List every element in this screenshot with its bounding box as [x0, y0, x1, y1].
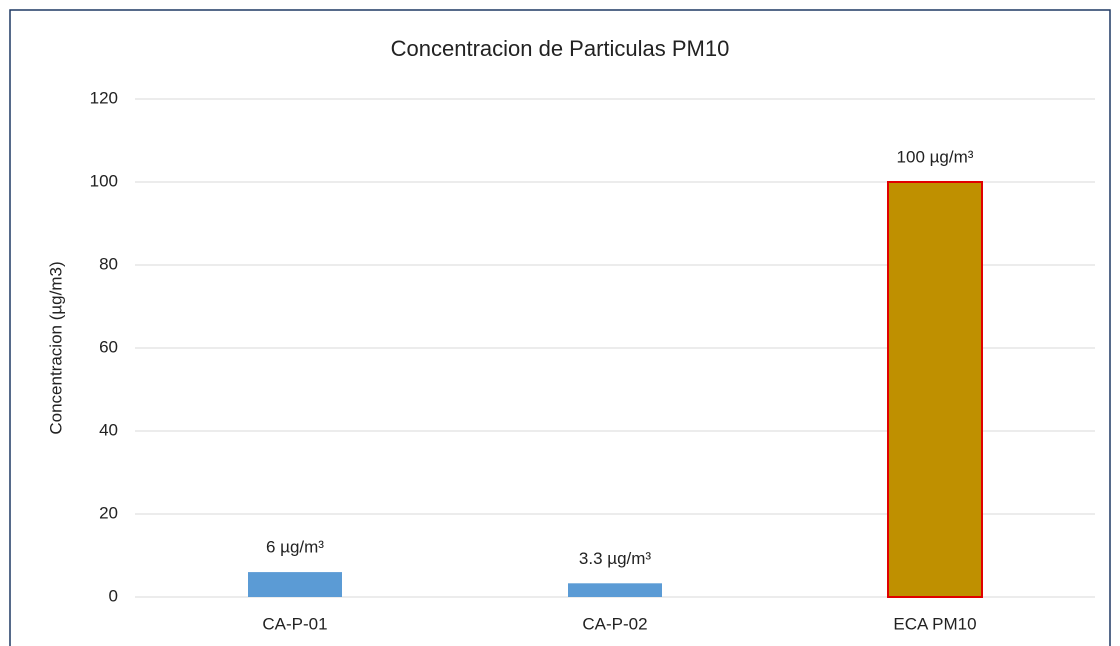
bar: [248, 572, 342, 597]
chart-title: Concentracion de Particulas PM10: [391, 36, 730, 61]
y-axis-label: Concentracion (µg/m3): [46, 261, 65, 434]
y-tick-label: 60: [99, 337, 118, 356]
y-tick-label: 120: [90, 88, 118, 107]
value-label: 100 µg/m³: [897, 147, 974, 166]
y-tick-label: 80: [99, 254, 118, 273]
value-label: 6 µg/m³: [266, 538, 324, 557]
y-tick-label: 100: [90, 171, 118, 190]
x-tick-label: CA-P-01: [262, 614, 327, 633]
y-tick-label: 40: [99, 420, 118, 439]
bar: [568, 583, 662, 597]
bar: [887, 181, 983, 598]
x-tick-label: ECA PM10: [893, 614, 976, 633]
y-tick-label: 0: [109, 586, 118, 605]
x-tick-label: CA-P-02: [582, 614, 647, 633]
value-label: 3.3 µg/m³: [579, 549, 651, 568]
y-tick-label: 20: [99, 503, 118, 522]
